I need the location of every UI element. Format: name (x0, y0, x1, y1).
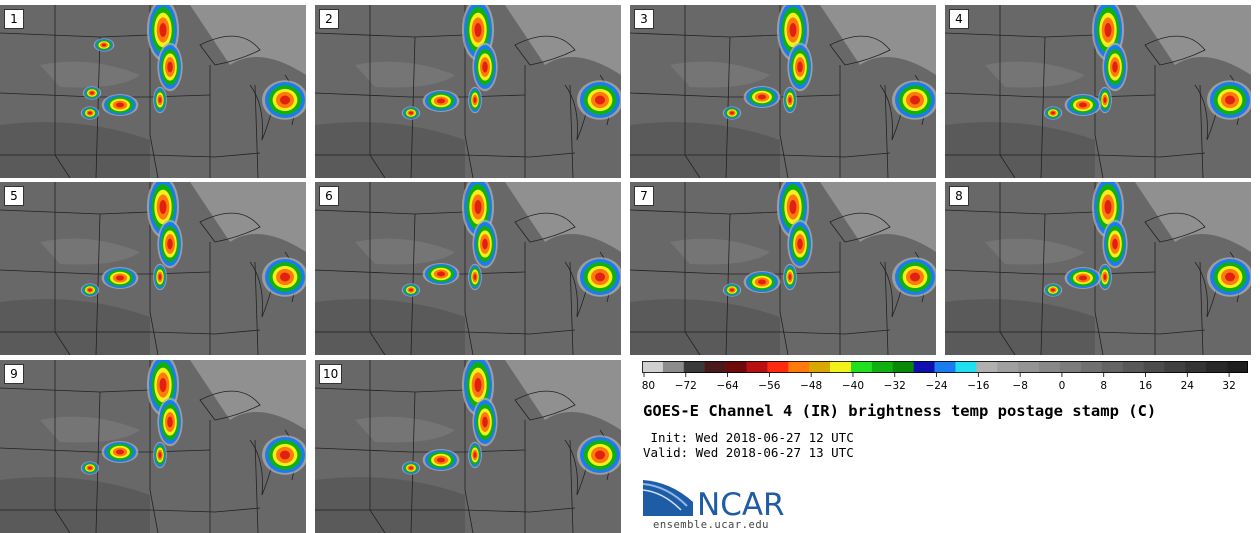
colorbar-swatch (809, 361, 831, 373)
website-url[interactable]: ensemble.ucar.edu (653, 519, 769, 531)
colorbar-tick-label: 24 (1181, 380, 1195, 392)
colorbar-swatch (1185, 361, 1207, 373)
postage-stamp-panel: 10 (315, 360, 621, 533)
colorbar-tick-label: −64 (717, 380, 739, 392)
colorbar-swatch (934, 361, 956, 373)
colorbar-tick-label: −56 (758, 380, 780, 392)
satellite-ir-map (315, 182, 621, 355)
colorbar-tick-label: −8 (1012, 380, 1027, 392)
colorbar-swatch (850, 361, 873, 373)
postage-stamp-panel: 4 (945, 5, 1251, 178)
colorbar-tick-label: 8 (1100, 380, 1107, 392)
colorbar-tick-label: −48 (800, 380, 822, 392)
colorbar-tick-label: 32 (1222, 380, 1235, 392)
postage-stamp-panel: 5 (0, 182, 306, 355)
satellite-ir-map (945, 5, 1251, 178)
colorbar-swatch (642, 361, 664, 373)
postage-stamp-panel: 9 (0, 360, 306, 533)
colorbar-tick-label: −80 (642, 380, 655, 392)
panel-number: 2 (319, 9, 339, 29)
colorbar-tick-label: 16 (1139, 380, 1153, 392)
colorbar-swatch (1227, 361, 1248, 373)
panel-number: 8 (949, 186, 969, 206)
colorbar-swatch (830, 361, 852, 373)
colorbar-swatch (1101, 361, 1123, 373)
postage-stamp-panel: 3 (630, 5, 936, 178)
colorbar-tick-label: 0 (1059, 380, 1066, 392)
colorbar-swatch (892, 361, 914, 373)
colorbar-swatch (997, 361, 1019, 373)
panel-number: 5 (4, 186, 24, 206)
satellite-ir-map (0, 360, 306, 533)
colorbar-swatch (1018, 361, 1040, 373)
colorbar-swatch (1143, 361, 1165, 373)
colorbar-swatch (871, 361, 894, 373)
satellite-ir-map (315, 5, 621, 178)
ncar-logo: NCAR (643, 480, 785, 521)
satellite-ir-map (0, 5, 306, 178)
postage-stamp-panel: 7 (630, 182, 936, 355)
colorbar-swatch (1039, 361, 1061, 373)
panel-number: 1 (4, 9, 24, 29)
colorbar-tick-label: −72 (675, 380, 697, 392)
init-time: Init: Wed 2018-06-27 12 UTC (643, 430, 854, 445)
postage-stamp-panel: 8 (945, 182, 1251, 355)
colorbar-tick-label: −16 (967, 380, 989, 392)
colorbar-swatch (913, 361, 935, 373)
colorbar-tick-label: −32 (884, 380, 906, 392)
colorbar-swatch (683, 361, 705, 373)
colorbar-swatch (662, 361, 685, 373)
panel-number: 3 (634, 9, 654, 29)
panel-number: 6 (319, 186, 339, 206)
colorbar-swatch (955, 361, 977, 373)
colorbar-tick-label: −24 (925, 380, 947, 392)
colorbar-swatch (1164, 361, 1186, 373)
colorbar-swatch (1206, 361, 1228, 373)
colorbar-swatch (767, 361, 789, 373)
valid-time: Valid: Wed 2018-06-27 13 UTC (643, 445, 854, 460)
postage-stamp-panel: 6 (315, 182, 621, 355)
colorbar-swatch (1122, 361, 1144, 373)
satellite-ir-map (630, 5, 936, 178)
satellite-ir-map (0, 182, 306, 355)
colorbar-swatch (704, 361, 726, 373)
colorbar-swatch (725, 361, 747, 373)
panel-number: 10 (319, 364, 343, 384)
ncar-wordmark: NCAR (697, 487, 785, 521)
panel-number: 4 (949, 9, 969, 29)
postage-stamp-panel: 2 (315, 5, 621, 178)
satellite-ir-map (315, 360, 621, 533)
colorbar-tick-label: −40 (842, 380, 864, 392)
postage-stamp-panel: 1 (0, 5, 306, 178)
colorbar-swatch (788, 361, 810, 373)
satellite-ir-map (630, 182, 936, 355)
satellite-ir-map (945, 182, 1251, 355)
colorbar-swatch (746, 361, 768, 373)
colorbar-swatch (1059, 361, 1082, 373)
panel-number: 7 (634, 186, 654, 206)
colorbar-swatch (976, 361, 998, 373)
figure-title: GOES-E Channel 4 (IR) brightness temp po… (643, 402, 1157, 420)
colorbar-swatch (1080, 361, 1103, 373)
panel-number: 9 (4, 364, 24, 384)
